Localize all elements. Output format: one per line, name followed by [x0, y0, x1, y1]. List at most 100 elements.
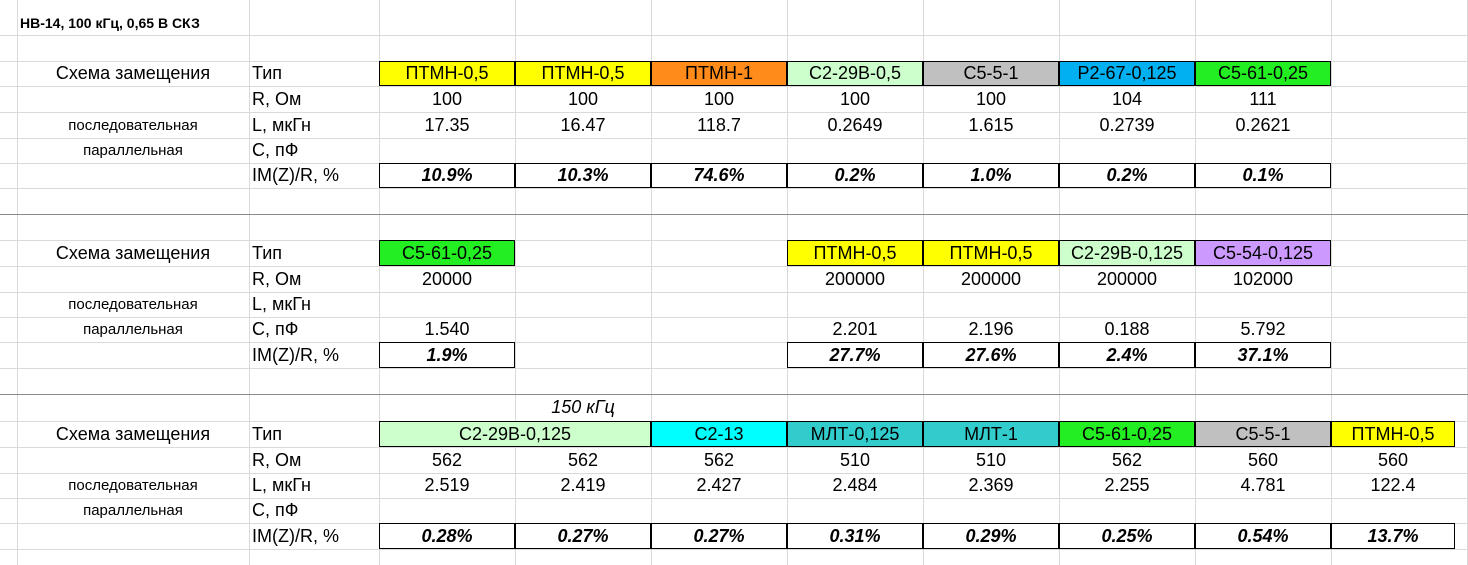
- s3-r-5[interactable]: 510: [975, 449, 1007, 470]
- s1-l-5[interactable]: 1.615: [968, 114, 1014, 135]
- s1-type-2[interactable]: ПТМН-0,5: [515, 61, 651, 86]
- s2-im-5[interactable]: 37.1%: [1195, 342, 1331, 368]
- label-series-2[interactable]: последовательная: [68, 296, 198, 313]
- s1-type-4[interactable]: С2-29В-0,5: [787, 61, 923, 86]
- s3-im-2[interactable]: 0.27%: [515, 523, 651, 549]
- s1-type-7[interactable]: С5-61-0,25: [1195, 61, 1331, 86]
- label-parallel-1[interactable]: параллельная: [83, 142, 183, 159]
- s1-im-4[interactable]: 0.2%: [787, 163, 923, 188]
- s1-im-3[interactable]: 74.6%: [651, 163, 787, 188]
- s2-im-3[interactable]: 27.6%: [923, 342, 1059, 368]
- s1-l-6[interactable]: 0.2739: [1099, 114, 1155, 135]
- label-c-2[interactable]: C, пФ: [252, 319, 299, 339]
- s3-im-7[interactable]: 0.54%: [1195, 523, 1331, 549]
- s2-type-2[interactable]: ПТМН-0,5: [787, 240, 923, 266]
- s3-l-3[interactable]: 2.427: [696, 475, 742, 495]
- s3-im-3[interactable]: 0.27%: [651, 523, 787, 549]
- s3-r-1[interactable]: 562: [431, 449, 463, 470]
- s1-im-1[interactable]: 10.9%: [379, 163, 515, 188]
- s1-type-6[interactable]: Р2-67-0,125: [1059, 61, 1195, 86]
- label-c-3[interactable]: C, пФ: [252, 500, 299, 520]
- s3-type-5[interactable]: С5-61-0,25: [1059, 421, 1195, 447]
- label-c-1[interactable]: C, пФ: [252, 140, 299, 160]
- label-parallel-3[interactable]: параллельная: [83, 502, 183, 519]
- label-type-1[interactable]: Тип: [252, 63, 283, 83]
- label-type-2[interactable]: Тип: [252, 242, 283, 263]
- s3-type-6[interactable]: С5-5-1: [1195, 421, 1331, 447]
- label-scheme-2[interactable]: Схема замещения: [55, 242, 211, 263]
- s1-l-2[interactable]: 16.47: [560, 114, 606, 135]
- label-im-3[interactable]: IM(Z)/R, %: [252, 525, 339, 546]
- label-type-3[interactable]: Тип: [252, 423, 283, 444]
- s1-im-6[interactable]: 0.2%: [1059, 163, 1195, 188]
- s3-type-3[interactable]: МЛТ-0,125: [787, 421, 923, 447]
- s2-type-4[interactable]: С2-29В-0,125: [1059, 240, 1195, 266]
- s3-im-8[interactable]: 13.7%: [1331, 523, 1455, 549]
- s1-r-1[interactable]: 100: [431, 88, 463, 109]
- s2-c-1[interactable]: 1.540: [424, 319, 470, 339]
- label-l-1[interactable]: L, мкГн: [252, 114, 311, 135]
- s1-type-1[interactable]: ПТМН-0,5: [379, 61, 515, 86]
- s1-r-6[interactable]: 104: [1111, 88, 1143, 109]
- s1-im-2[interactable]: 10.3%: [515, 163, 651, 188]
- label-l-2[interactable]: L, мкГн: [252, 294, 311, 314]
- label-r-3[interactable]: R, Ом: [252, 449, 302, 470]
- s2-type-1[interactable]: С5-61-0,25: [379, 240, 515, 266]
- s2-c-3[interactable]: 2.196: [968, 319, 1014, 339]
- s3-type-2[interactable]: С2-13: [651, 421, 787, 447]
- sheet-title[interactable]: НВ-14, 100 кГц, 0,65 В СКЗ: [20, 15, 200, 31]
- s2-type-3[interactable]: ПТМН-0,5: [923, 240, 1059, 266]
- label-r-2[interactable]: R, Ом: [252, 268, 302, 289]
- label-scheme-1[interactable]: Схема замещения: [55, 63, 211, 83]
- s2-im-2[interactable]: 27.7%: [787, 342, 923, 368]
- s3-r-7[interactable]: 560: [1247, 449, 1279, 470]
- label-l-3[interactable]: L, мкГн: [252, 475, 311, 495]
- s3-r-8[interactable]: 560: [1377, 449, 1409, 470]
- label-r-1[interactable]: R, Ом: [252, 88, 302, 109]
- s3-l-4[interactable]: 2.484: [832, 475, 878, 495]
- s1-r-3[interactable]: 100: [703, 88, 735, 109]
- s2-r-3[interactable]: 200000: [960, 268, 1022, 289]
- s1-l-4[interactable]: 0.2649: [827, 114, 883, 135]
- s3-im-4[interactable]: 0.31%: [787, 523, 923, 549]
- s3-l-5[interactable]: 2.369: [968, 475, 1014, 495]
- s3-l-8[interactable]: 122.4: [1370, 475, 1416, 495]
- s3-type-4[interactable]: МЛТ-1: [923, 421, 1059, 447]
- s1-l-1[interactable]: 17.35: [424, 114, 470, 135]
- s3-r-4[interactable]: 510: [839, 449, 871, 470]
- s3-im-1[interactable]: 0.28%: [379, 523, 515, 549]
- s2-r-5[interactable]: 102000: [1232, 268, 1294, 289]
- s1-type-5[interactable]: С5-5-1: [923, 61, 1059, 86]
- s1-l-3[interactable]: 118.7: [697, 114, 741, 135]
- s3-l-7[interactable]: 4.781: [1240, 475, 1286, 495]
- s3-l-2[interactable]: 2.419: [560, 475, 606, 495]
- label-series-1[interactable]: последовательная: [68, 116, 198, 134]
- s2-r-4[interactable]: 200000: [1096, 268, 1158, 289]
- s3-r-2[interactable]: 562: [567, 449, 599, 470]
- s2-r-1[interactable]: 20000: [421, 268, 473, 289]
- s3-type-7[interactable]: ПТМН-0,5: [1331, 421, 1455, 447]
- s3-r-6[interactable]: 562: [1111, 449, 1143, 470]
- s1-r-5[interactable]: 100: [975, 88, 1007, 109]
- s1-im-7[interactable]: 0.1%: [1195, 163, 1331, 188]
- s1-r-2[interactable]: 100: [567, 88, 599, 109]
- s1-l-7[interactable]: 0.2621: [1235, 114, 1291, 135]
- s3-type-1[interactable]: С2-29В-0,125: [379, 421, 651, 447]
- label-im-2[interactable]: IM(Z)/R, %: [252, 344, 339, 365]
- s2-type-5[interactable]: С5-54-0,125: [1195, 240, 1331, 266]
- freq-note[interactable]: 150 кГц: [551, 397, 615, 417]
- s1-r-4[interactable]: 100: [839, 88, 871, 109]
- label-parallel-2[interactable]: параллельная: [83, 321, 183, 338]
- s2-c-2[interactable]: 2.201: [832, 319, 878, 339]
- s2-r-2[interactable]: 200000: [824, 268, 886, 289]
- s3-r-3[interactable]: 562: [703, 449, 735, 470]
- s2-im-4[interactable]: 2.4%: [1059, 342, 1195, 368]
- s3-im-6[interactable]: 0.25%: [1059, 523, 1195, 549]
- s2-c-4[interactable]: 0.188: [1104, 319, 1150, 339]
- label-im-1[interactable]: IM(Z)/R, %: [252, 165, 339, 185]
- s2-c-5[interactable]: 5.792: [1240, 319, 1286, 339]
- s1-r-7[interactable]: 111: [1249, 88, 1277, 109]
- s1-im-5[interactable]: 1.0%: [923, 163, 1059, 188]
- label-series-3[interactable]: последовательная: [68, 477, 198, 494]
